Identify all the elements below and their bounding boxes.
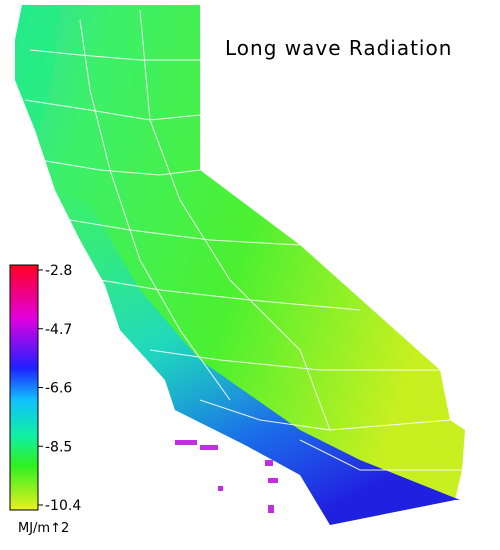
colorbar-ramp [9,264,39,511]
colorbar-tick-label: -6.6 [45,381,72,397]
colorbar-unit: MJ/m↑2 [18,521,69,536]
colorbar-tick-label: -2.8 [45,263,72,279]
north-coast [15,5,60,130]
california-map [15,5,465,525]
state-shape [15,5,465,525]
coastal-zone [55,190,460,525]
county-lines [24,9,462,471]
channel-islands [175,440,278,513]
map-title: Long wave Radiation [225,36,452,60]
colorbar-tick-label: -8.5 [45,439,72,455]
colorbar-tick-label: -4.7 [45,322,72,338]
colorbar-tick-label: -10.4 [45,498,81,514]
colorbar: MJ/m↑2 [9,264,69,536]
